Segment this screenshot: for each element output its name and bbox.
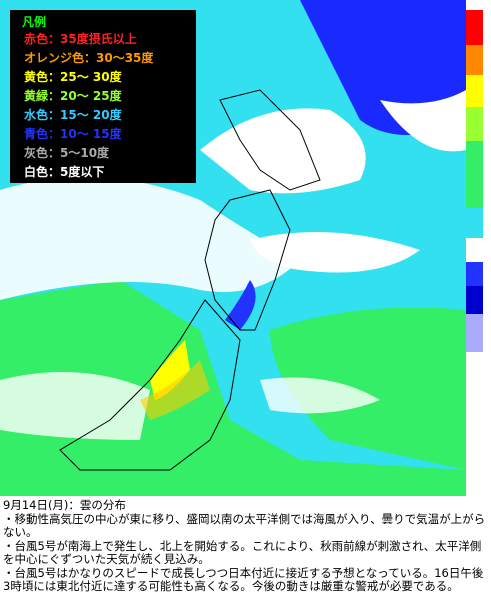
legend-item: 赤色：35度摂氏以上	[24, 32, 137, 46]
legend-item: 黄色：25〜 30度	[24, 70, 122, 84]
caption-title: 9月14日(月)：雲の分布	[3, 498, 126, 512]
legend-item: 白色：5度以下	[24, 165, 105, 179]
caption: 9月14日(月)：雲の分布 ・移動性高気圧の中心が東に移り、盛岡以南の太平洋側で…	[3, 498, 489, 594]
legend-item: 青色：10〜 15度	[24, 127, 122, 141]
note: ・台風5号が南海上で発生し、北上を開始する。これにより、秋雨前線が刺激され、太平…	[3, 538, 482, 566]
note: ・移動性高気圧の中心が東に移り、盛岡以南の太平洋側では海風が入り、曇りで気温が上…	[3, 511, 486, 539]
legend-title: 凡例	[22, 15, 47, 29]
cloud-map	[0, 0, 483, 496]
legend-item: 灰色：5〜10度	[24, 146, 110, 160]
temperature-scale	[466, 10, 483, 352]
legend-item: オレンジ色：30〜35度	[24, 51, 154, 65]
note: ・台風5号はかなりのスピードで成長しつつ日本付近に接近する予想となっている。16…	[3, 565, 484, 593]
legend: 凡例 赤色：35度摂氏以上オレンジ色：30〜35度 黄色：25〜 30度 黄緑：20…	[10, 10, 196, 183]
legend-item: 黄緑：20〜 25度	[24, 89, 122, 103]
legend-item: 水色：15〜 20度	[24, 108, 122, 122]
